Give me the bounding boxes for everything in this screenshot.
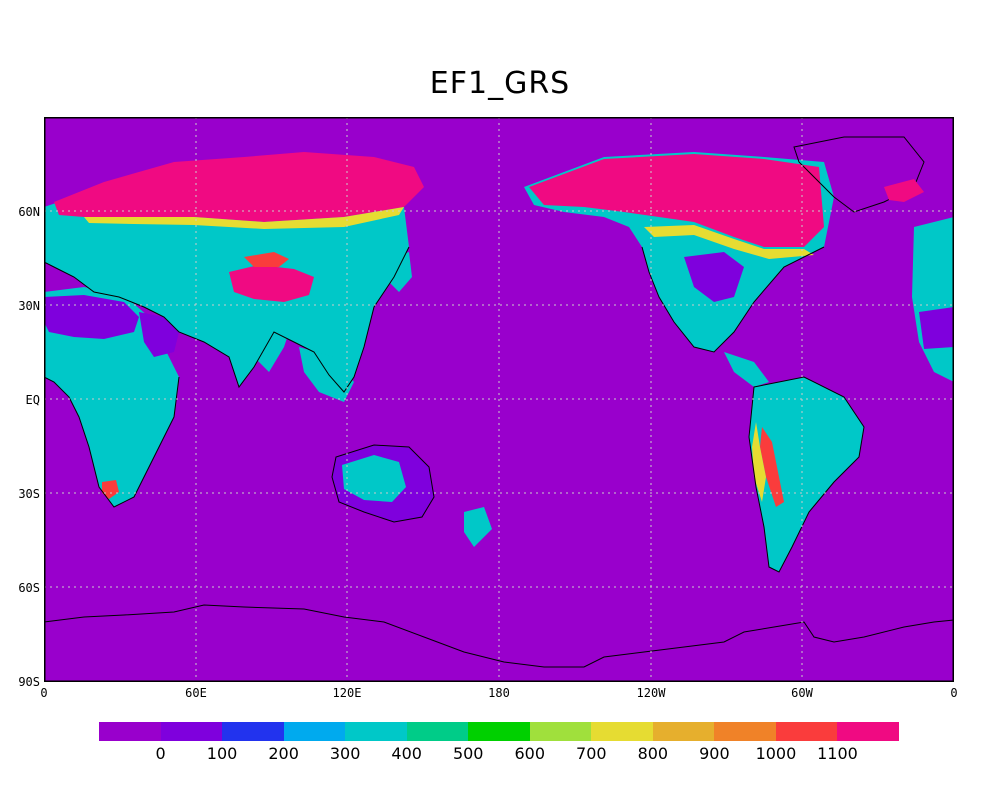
colorbar-label: 1100: [817, 744, 858, 763]
map-border: [44, 117, 954, 682]
europe-edge-landmass: [912, 217, 954, 382]
lon-label-0-east: 0: [950, 686, 958, 700]
colorbar-swatch: [591, 722, 653, 741]
colorbar-label: 1000: [755, 744, 797, 763]
north-america-landmass: [524, 152, 834, 387]
eurasia-africa-landmass: [44, 152, 424, 507]
antarctica-coastline: [44, 604, 954, 668]
lon-label-0-west: 0: [40, 686, 48, 700]
lon-label-120w: 120W: [636, 686, 666, 700]
colorbar-label: 500: [452, 744, 484, 763]
lon-label-180: 180: [488, 686, 510, 700]
lat-label-60n: 60N: [18, 205, 40, 219]
lat-label-60s: 60S: [18, 581, 40, 595]
colorbar-swatch: [222, 722, 284, 741]
lon-label-60w: 60W: [791, 686, 813, 700]
colorbar-swatch: [775, 722, 838, 741]
colorbar: [99, 722, 899, 741]
coastlines: [44, 246, 865, 573]
colorbar-label: 0: [155, 744, 166, 763]
colorbar-swatch: [529, 722, 592, 741]
colorbar-label: 200: [268, 744, 299, 763]
colorbar-label: 900: [699, 744, 730, 763]
lat-label-30n: 30N: [18, 299, 40, 313]
colorbar-label: 100: [206, 744, 238, 763]
lon-label-60e: 60E: [185, 686, 207, 700]
lat-label-90s: 90S: [18, 675, 40, 689]
colorbar-swatch: [99, 722, 161, 741]
colorbar-label: 400: [391, 744, 422, 763]
graticule: [44, 117, 954, 682]
colorbar-swatch: [406, 722, 469, 741]
colorbar-swatch: [837, 722, 899, 741]
colorbar-label: 800: [637, 744, 669, 763]
colorbar-label: 300: [329, 744, 361, 763]
colorbar-swatch: [652, 722, 715, 741]
lat-label-30s: 30S: [18, 487, 40, 501]
colorbar-swatch: [283, 722, 346, 741]
colorbar-swatch: [468, 722, 530, 741]
lon-label-120e: 120E: [332, 686, 362, 700]
lat-label-eq: EQ: [25, 393, 40, 407]
map-title: EF1_GRS: [429, 66, 571, 101]
colorbar-swatch: [345, 722, 407, 741]
south-america-landmass: [749, 377, 864, 572]
colorbar-label: 600: [514, 744, 546, 763]
colorbar-swatch: [714, 722, 776, 741]
map-plot-area: [44, 117, 954, 682]
colorbar-swatch: [160, 722, 223, 741]
colorbar-label: 700: [576, 744, 607, 763]
greenland-landmass: [793, 136, 925, 213]
australia-landmass: [332, 445, 492, 547]
global-map: [44, 117, 954, 682]
